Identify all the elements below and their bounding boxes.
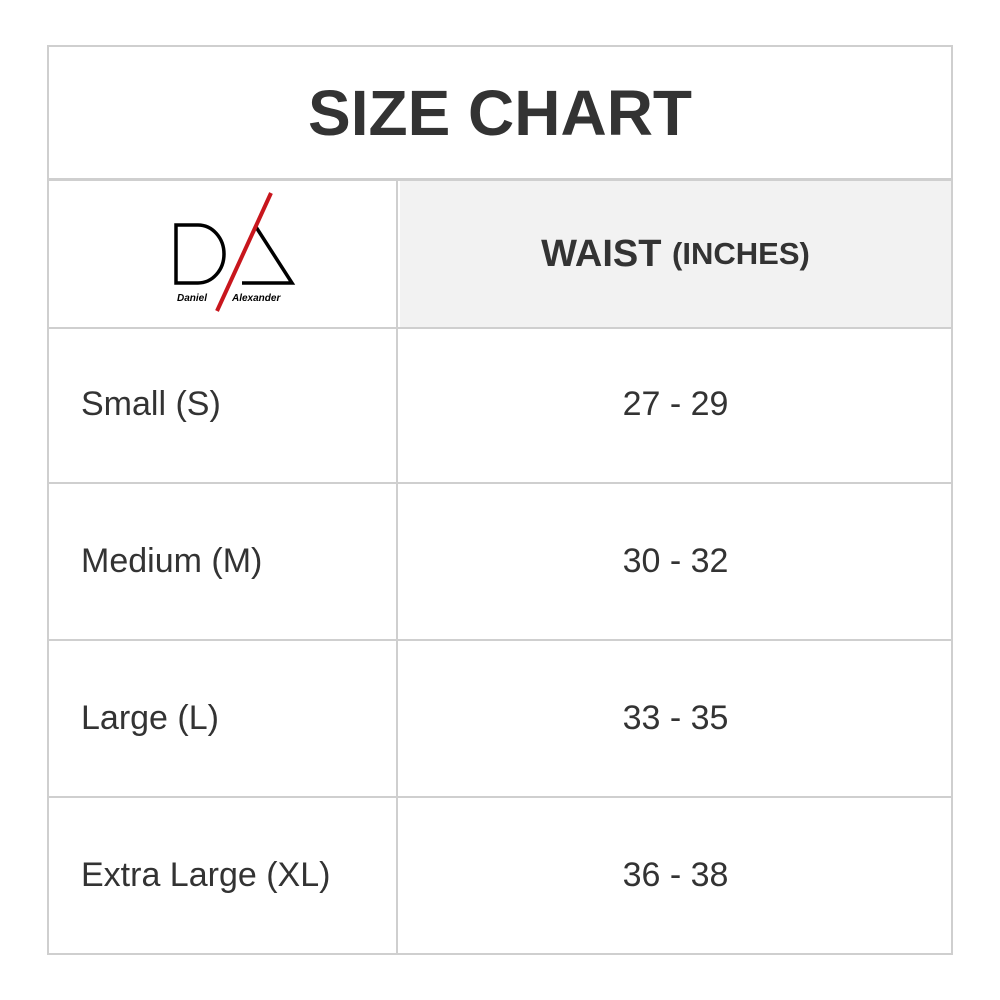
daniel-alexander-logo: Daniel Alexander xyxy=(174,192,296,312)
waist-cell: 36 - 38 xyxy=(622,856,729,894)
waist-header: WAIST (INCHES) xyxy=(400,181,951,327)
waist-cell: 30 - 32 xyxy=(622,542,729,580)
table-row: Medium (M) 30 - 32 xyxy=(49,484,951,641)
table-row: Small (S) 27 - 29 xyxy=(49,327,951,484)
size-cell: Extra Large (XL) xyxy=(49,798,398,953)
header-row: Daniel Alexander WAIST (INCHES) xyxy=(49,181,951,329)
chart-title: SIZE CHART xyxy=(49,47,951,181)
size-cell: Large (L) xyxy=(49,641,398,796)
size-chart-table: SIZE CHART Daniel Alexander WAIST (INCHE… xyxy=(47,45,953,955)
waist-label: WAIST xyxy=(541,232,662,275)
logo-text-left: Daniel xyxy=(177,293,207,304)
logo-cell: Daniel Alexander xyxy=(49,181,398,327)
waist-cell: 27 - 29 xyxy=(622,385,729,423)
table-row: Extra Large (XL) 36 - 38 xyxy=(49,798,951,953)
size-cell: Medium (M) xyxy=(49,484,398,639)
waist-cell: 33 - 35 xyxy=(622,699,729,737)
size-cell: Small (S) xyxy=(49,327,398,482)
logo-text-right: Alexander xyxy=(231,293,281,304)
waist-unit: (INCHES) xyxy=(672,236,810,271)
table-row: Large (L) 33 - 35 xyxy=(49,641,951,798)
